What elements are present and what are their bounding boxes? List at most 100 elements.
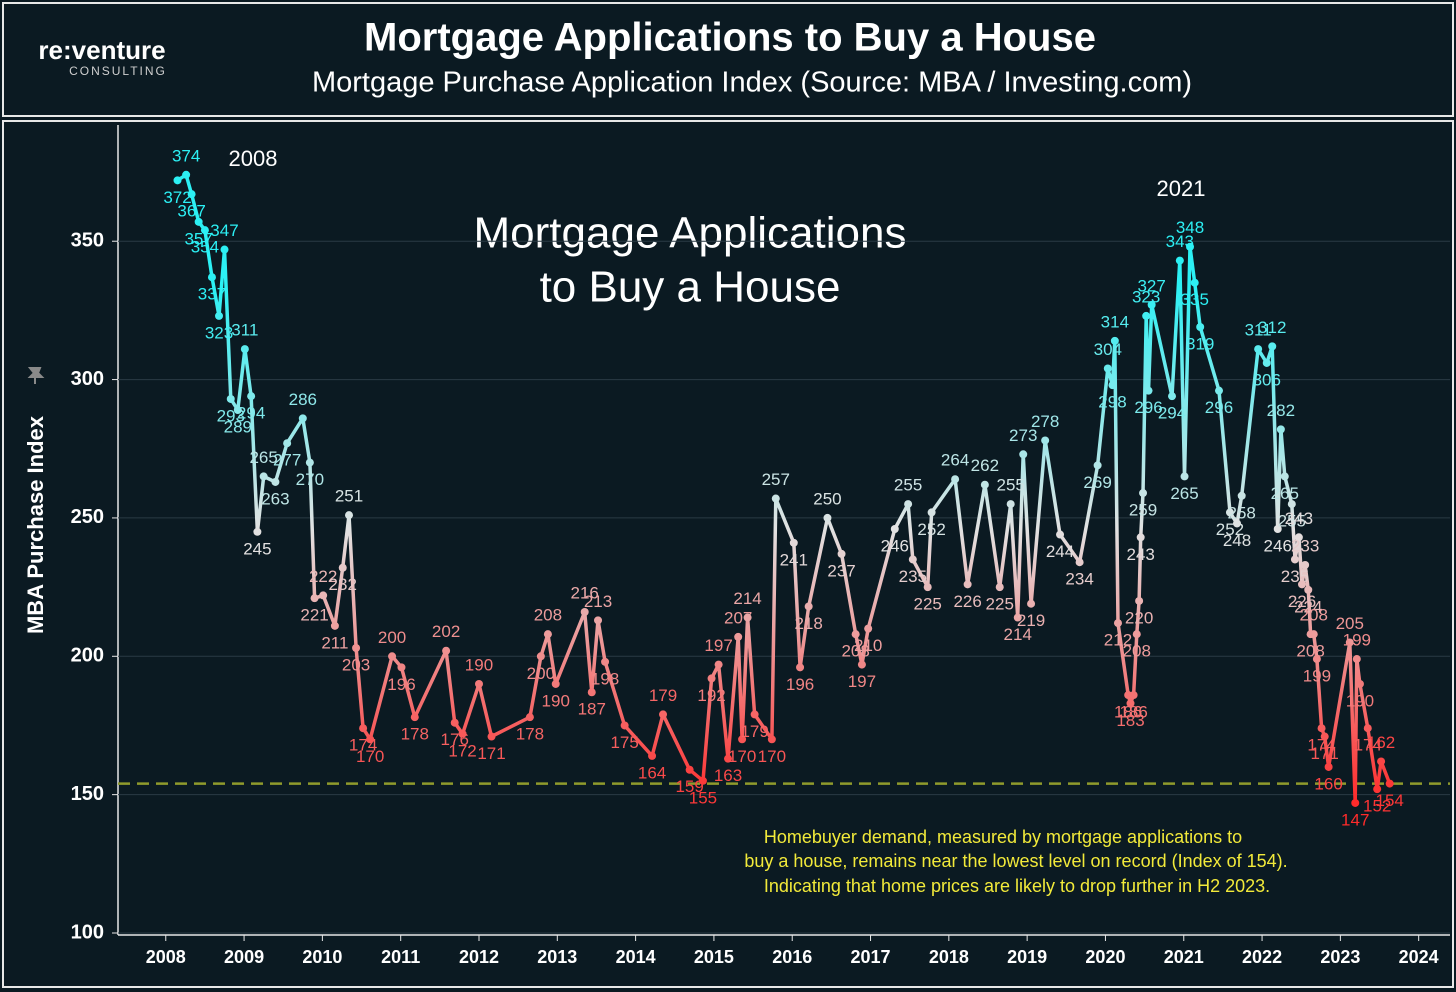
data-point	[1276, 425, 1285, 434]
data-label: 174	[1354, 736, 1382, 755]
data-label: 255	[997, 476, 1025, 495]
data-point	[240, 345, 249, 354]
logo: re:venture	[38, 35, 165, 65]
y-tick-label: 200	[71, 645, 104, 667]
data-point	[220, 245, 229, 254]
y-tick-label: 250	[71, 506, 104, 528]
data-point	[474, 679, 483, 688]
data-label: 226	[953, 592, 981, 611]
data-point	[1268, 342, 1277, 351]
data-label: 179	[740, 722, 768, 741]
data-point	[648, 751, 657, 760]
x-tick-label: 2014	[616, 947, 656, 967]
data-point	[851, 630, 860, 639]
data-point	[1196, 323, 1205, 331]
data-point	[1287, 500, 1296, 509]
data-label: 199	[1343, 631, 1371, 650]
data-point	[951, 475, 960, 484]
data-point	[620, 721, 629, 730]
data-label: 220	[1125, 608, 1153, 627]
data-label: 251	[335, 487, 363, 506]
data-point	[1108, 381, 1117, 390]
data-label: 294	[1158, 404, 1186, 423]
data-point	[1190, 278, 1199, 287]
data-point	[226, 394, 235, 403]
x-tick-label: 2012	[459, 947, 499, 967]
data-point	[1142, 311, 1151, 320]
x-tick-label: 2022	[1242, 947, 1282, 967]
data-label: 214	[733, 589, 761, 608]
data-point	[442, 646, 451, 655]
x-tick-label: 2023	[1320, 947, 1360, 967]
data-label: 278	[1031, 412, 1059, 431]
data-point	[587, 688, 596, 697]
data-point	[1363, 724, 1372, 733]
data-label: 335	[1181, 290, 1209, 309]
data-point	[173, 176, 182, 185]
data-label: 221	[300, 606, 328, 625]
data-point	[182, 170, 191, 179]
data-point	[536, 652, 545, 661]
data-point	[771, 494, 780, 503]
x-tick-label: 2015	[694, 947, 734, 967]
data-label: 306	[1253, 370, 1281, 389]
data-label: 348	[1176, 218, 1204, 237]
data-label: 207	[724, 608, 752, 627]
data-label: 208	[841, 642, 869, 661]
data-point	[1237, 491, 1246, 500]
overlay-title: to Buy a House	[540, 263, 841, 312]
data-point	[1147, 300, 1156, 309]
data-point	[927, 508, 936, 517]
data-label: 203	[342, 655, 370, 674]
data-point	[215, 311, 224, 320]
data-point	[1041, 436, 1050, 445]
data-point	[1075, 558, 1084, 567]
data-point	[1175, 256, 1184, 265]
data-label: 224	[1294, 597, 1322, 616]
data-point	[200, 226, 209, 235]
data-point	[923, 583, 932, 592]
data-label: 264	[941, 451, 969, 470]
data-label: 314	[1101, 312, 1129, 331]
data-point	[1301, 560, 1310, 569]
data-label: 175	[610, 733, 638, 752]
data-label: 174	[1307, 736, 1335, 755]
x-tick-label: 2018	[929, 947, 969, 967]
x-tick-label: 2017	[851, 947, 891, 967]
data-label: 170	[356, 747, 384, 766]
data-point	[551, 679, 560, 688]
data-label: 294	[237, 404, 265, 423]
data-point	[1110, 336, 1119, 345]
data-label: 232	[329, 575, 357, 594]
data-point	[890, 525, 899, 533]
chart-frame	[2, 120, 1454, 988]
data-point	[207, 273, 216, 282]
data-label: 347	[210, 221, 238, 240]
data-point	[796, 663, 805, 672]
data-point	[1186, 242, 1195, 251]
data-point	[1180, 472, 1189, 481]
data-label: 155	[689, 788, 717, 807]
data-label: 178	[516, 725, 544, 744]
data-label: 252	[917, 520, 945, 539]
data-point	[724, 754, 733, 763]
data-point	[305, 458, 314, 467]
data-point	[659, 710, 668, 719]
data-label: 262	[971, 456, 999, 475]
data-point	[1352, 655, 1361, 664]
data-point	[1019, 450, 1028, 459]
data-point	[1254, 345, 1263, 354]
data-point	[1027, 599, 1036, 608]
note: buy a house, remains near the lowest lev…	[744, 851, 1287, 871]
data-label: 257	[762, 470, 790, 489]
data-point	[1129, 691, 1138, 700]
data-point	[1126, 699, 1135, 708]
data-point	[738, 735, 747, 744]
data-label: 235	[899, 567, 927, 586]
data-point	[1144, 386, 1153, 395]
data-label: 202	[432, 622, 460, 641]
data-label: 265	[1271, 484, 1299, 503]
data-point	[543, 630, 552, 639]
data-point	[388, 652, 397, 661]
